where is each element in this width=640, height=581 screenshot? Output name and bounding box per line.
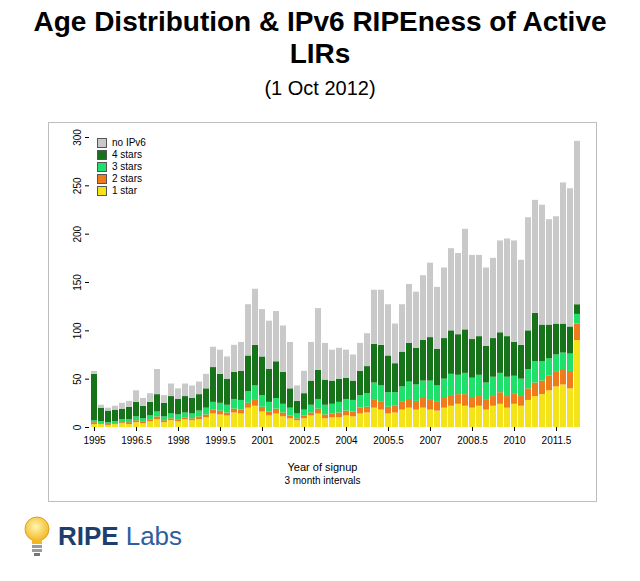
svg-text:1996.5: 1996.5 [121, 435, 152, 446]
html-text:(1 Oct 2012): (1 Oct 2012) [264, 77, 376, 99]
svg-text:300: 300 [72, 129, 83, 146]
html-text:3 stars: 3 stars [112, 161, 142, 172]
html-text:Age Distribution & IPv6 RIPEne: Age Distribution & IPv6 RIPEness of Acti… [33, 6, 607, 69]
html-text:1 star: 1 star [112, 185, 137, 196]
svg-text:1999.5: 1999.5 [205, 435, 236, 446]
svg-text:100: 100 [72, 322, 83, 339]
svg-text:200: 200 [72, 225, 83, 242]
svg-text:2004: 2004 [335, 435, 358, 446]
svg-text:50: 50 [72, 373, 83, 385]
html-text:2 stars: 2 stars [112, 173, 142, 184]
html-text:3 month intervals: 3 month intervals [284, 475, 361, 486]
svg-text:250: 250 [72, 177, 83, 194]
html-text:4 stars: 4 stars [112, 149, 142, 160]
svg-text:1998: 1998 [167, 435, 190, 446]
svg-text:2008.5: 2008.5 [457, 435, 488, 446]
svg-text:2002.5: 2002.5 [289, 435, 320, 446]
html-text:no IPv6: no IPv6 [112, 137, 146, 148]
svg-text:2010: 2010 [503, 435, 526, 446]
html-text:RIPE Labs: RIPE Labs [58, 520, 183, 551]
svg-text:2007: 2007 [419, 435, 442, 446]
svg-text:2001: 2001 [251, 435, 274, 446]
svg-text:2011.5: 2011.5 [542, 435, 572, 446]
svg-text:2005.5: 2005.5 [373, 435, 404, 446]
html-text:Year of signup: Year of signup [287, 461, 358, 473]
svg-text:1995: 1995 [83, 435, 106, 446]
svg-text:0: 0 [72, 424, 83, 430]
svg-text:150: 150 [72, 274, 83, 291]
